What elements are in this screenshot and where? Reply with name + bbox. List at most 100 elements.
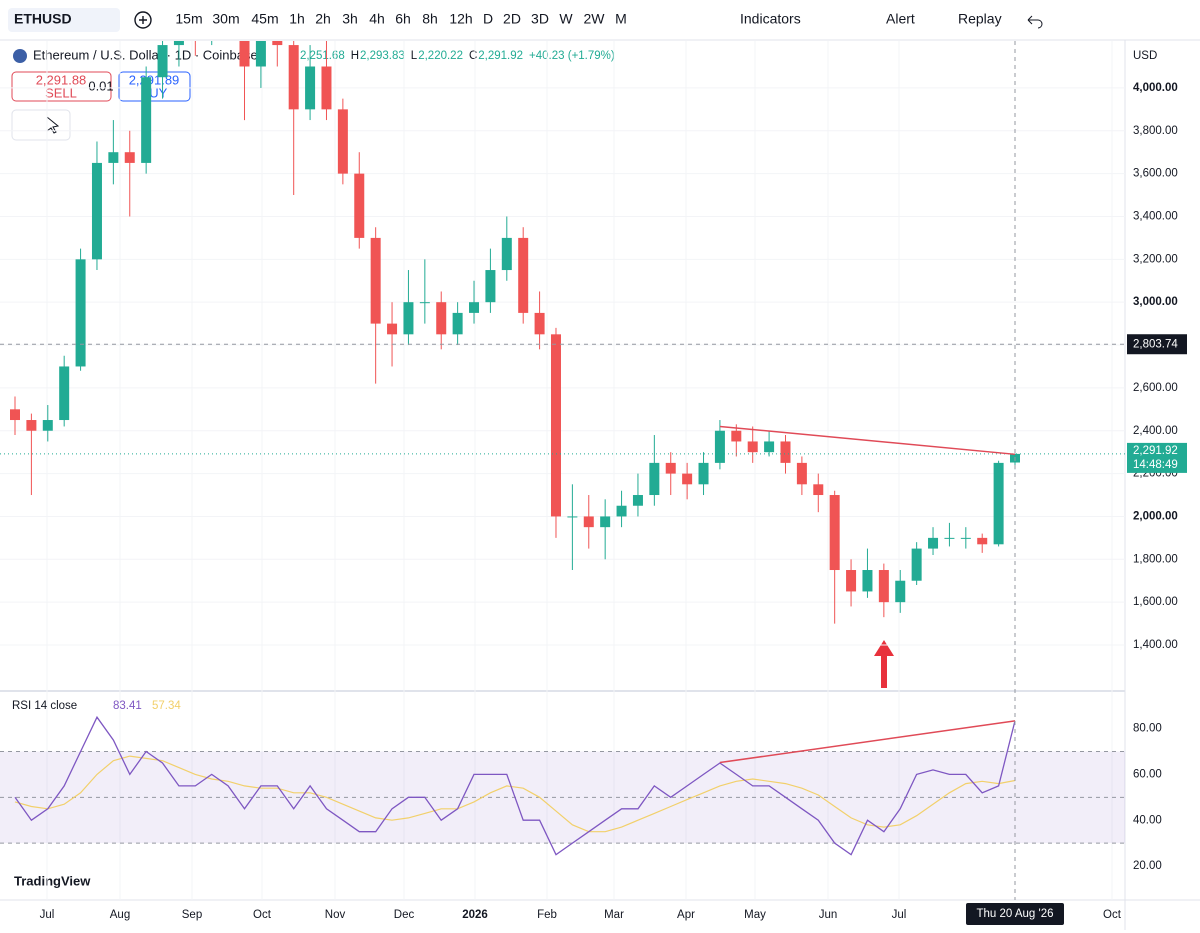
timeframe[interactable]: 1h (289, 11, 305, 27)
timeframe[interactable]: D (483, 11, 493, 27)
legend-c-label: C (469, 50, 477, 62)
time-label: Jul (892, 909, 907, 921)
candle-body (780, 441, 791, 463)
sell-button[interactable] (11, 71, 112, 102)
candle-body (567, 516, 578, 518)
legend-title: Ethereum / U.S. Dollar · 1D · Coinbase (33, 47, 258, 62)
legend-c: 2,291.92 (478, 50, 523, 62)
candle-body (731, 430, 742, 442)
candle-body (944, 537, 955, 539)
candle-body (764, 441, 775, 453)
spread: 0.01 (88, 78, 113, 93)
price-tick-label: 2,400.00 (1133, 425, 1178, 437)
candle-body (337, 109, 348, 174)
timeframe[interactable]: 30m (212, 11, 239, 27)
timeframe[interactable]: 8h (422, 11, 438, 27)
price-tick-label: 2,000.00 (1133, 510, 1178, 522)
candle-body (911, 548, 922, 581)
symbol[interactable]: ETHUSD (14, 11, 72, 27)
timeframe[interactable]: 2D (503, 11, 521, 27)
price-line-tag (1127, 334, 1187, 355)
candle-body (91, 162, 102, 260)
candle-body (829, 495, 840, 571)
sell-label[interactable]: SELL (45, 85, 77, 100)
timeframe[interactable]: W (559, 11, 573, 27)
rsi-ma-value: 57.34 (152, 700, 181, 712)
candle-body (928, 537, 939, 549)
candle-body (239, 41, 250, 67)
timeframe[interactable]: 45m (251, 11, 278, 27)
rsi-tick-label: 20.00 (1133, 860, 1162, 872)
timeframe[interactable]: 2W (584, 11, 606, 27)
timeframe[interactable]: 4h (369, 11, 385, 27)
candle-body (469, 302, 480, 313)
price-line-label: 2,803.74 (1133, 338, 1178, 350)
time-label: Mar (604, 909, 624, 921)
candle-body (649, 462, 660, 496)
candle-body (452, 312, 463, 335)
symbol-box[interactable] (8, 8, 120, 32)
rsi-tick-label: 60.00 (1133, 768, 1162, 780)
candle-body (550, 334, 561, 517)
currency[interactable]: USD (1133, 50, 1157, 62)
candle-body (59, 366, 70, 421)
price-tick-label: 3,800.00 (1133, 125, 1178, 137)
candle-body (682, 473, 693, 485)
price-tick-label: 1,600.00 (1133, 596, 1178, 608)
legend-h: 2,293.83 (360, 50, 405, 62)
candle-body (501, 237, 512, 271)
candle-body (518, 237, 529, 313)
rsi-line (14, 755, 1016, 833)
add-symbol[interactable] (134, 11, 152, 29)
candle-body (960, 537, 971, 539)
logo: TradingView (14, 873, 91, 888)
replay[interactable]: Replay (958, 11, 1002, 27)
price-tick-label: 3,600.00 (1133, 168, 1178, 180)
plus (139, 16, 147, 24)
indicators[interactable]: Indicators (740, 11, 801, 27)
candle-body (796, 462, 807, 485)
candle-body (665, 462, 676, 474)
last-price: 2,291.92 (1133, 445, 1178, 457)
candle-body (846, 570, 857, 592)
candle-body (878, 570, 889, 603)
undo[interactable] (1027, 15, 1043, 29)
timeframe[interactable]: 3h (342, 11, 358, 27)
candle-body (714, 430, 725, 463)
time-label: Apr (677, 909, 695, 921)
timeframe[interactable]: 6h (395, 11, 411, 27)
time-label: May (744, 909, 766, 921)
candle-body (10, 409, 20, 421)
legend-h-label: H (351, 50, 359, 62)
candle-body (124, 152, 135, 163)
timeframe[interactable]: 2h (315, 11, 331, 27)
time-label: Dec (394, 909, 415, 921)
timeframe[interactable]: 12h (449, 11, 472, 27)
alert[interactable]: Alert (886, 11, 915, 27)
candle-body (75, 259, 86, 367)
candle-body (813, 484, 824, 496)
timeframe[interactable]: 15m (175, 11, 202, 27)
trendline (719, 425, 1016, 456)
price-tick-label: 1,400.00 (1133, 639, 1178, 651)
candle-body (895, 580, 906, 603)
candle-body (141, 77, 152, 163)
drawing-toolbar[interactable] (11, 109, 71, 141)
candle-body (436, 302, 447, 335)
countdown: 14:48:49 (1133, 459, 1178, 471)
time-label: Feb (537, 909, 557, 921)
sell-price[interactable]: 2,291.88 (36, 72, 87, 87)
candle-body (370, 237, 381, 324)
candle-body (42, 420, 53, 431)
candle-body (305, 66, 316, 110)
time-label: 2026 (462, 909, 488, 921)
rsi-trendline (719, 720, 1016, 764)
legend-o: 2,251.68 (300, 50, 345, 62)
timeframe[interactable]: 3D (531, 11, 549, 27)
crosshair-date-tag (966, 903, 1064, 925)
buy-button[interactable] (118, 71, 191, 102)
rsi-tick-label: 40.00 (1133, 814, 1162, 826)
candle-body (387, 323, 398, 335)
timeframe[interactable]: M (615, 11, 627, 27)
